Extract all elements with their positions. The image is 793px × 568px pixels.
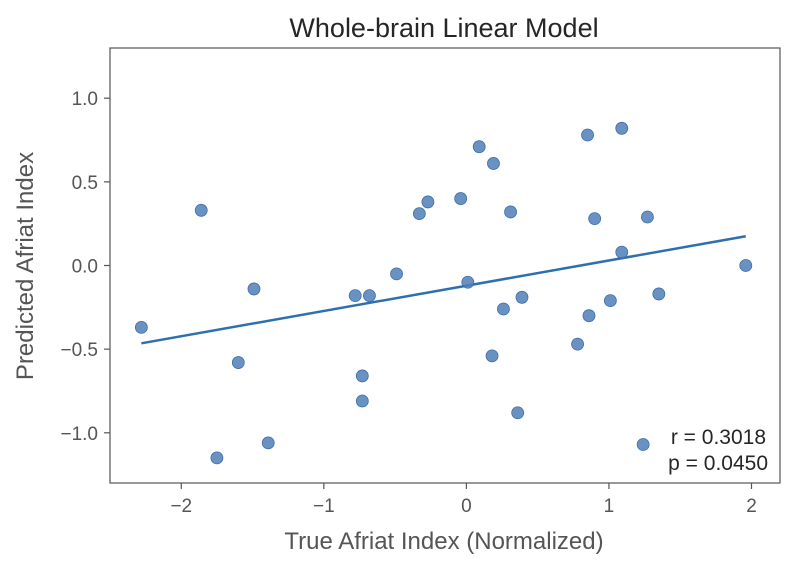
data-point	[412, 207, 426, 221]
data-point	[390, 267, 403, 281]
data-point	[636, 438, 650, 451]
x-tick-label: 0	[461, 496, 472, 517]
data-point	[454, 192, 468, 205]
data-point	[511, 406, 525, 420]
y-axis: −1.0 −0.5 0.0 0.5 1.0	[60, 89, 110, 445]
data-point	[497, 302, 510, 316]
regression-line	[141, 234, 747, 345]
data-point	[588, 212, 602, 226]
x-axis: −2 −1 0 1 2	[170, 483, 757, 517]
data-point	[472, 140, 486, 154]
data-point	[421, 195, 435, 209]
data-point	[641, 210, 654, 224]
data-point	[355, 369, 369, 383]
data-point	[355, 394, 369, 408]
data-point	[231, 356, 245, 369]
p-value-annotation: p = 0.0450	[668, 452, 768, 475]
y-tick-label: 0.0	[72, 257, 98, 278]
data-point	[134, 321, 148, 334]
data-point	[504, 205, 517, 219]
data-point	[615, 121, 629, 135]
data-point	[348, 289, 362, 303]
data-point	[571, 337, 584, 351]
chart-title: Whole-brain Linear Model	[289, 13, 598, 43]
data-point	[603, 294, 617, 308]
y-tick-label: −1.0	[60, 424, 98, 445]
plot-frame	[109, 47, 781, 484]
x-axis-label: True Afriat Index (Normalized)	[284, 528, 603, 555]
data-point	[652, 287, 666, 301]
y-tick-label: 1.0	[72, 89, 98, 110]
data-point	[461, 275, 475, 289]
x-tick-label: −1	[313, 496, 335, 517]
y-tick-label: −0.5	[60, 340, 98, 361]
data-points	[134, 121, 753, 465]
y-tick-label: 0.5	[72, 173, 98, 194]
data-point	[487, 157, 500, 170]
data-point	[194, 203, 208, 217]
x-tick-label: 1	[604, 496, 615, 517]
data-point	[485, 349, 499, 363]
data-point	[739, 259, 753, 272]
data-point	[615, 245, 629, 259]
x-tick-label: −2	[170, 496, 192, 517]
data-point	[261, 436, 275, 450]
y-axis-label: Predicted Afriat Index	[12, 152, 39, 380]
data-point	[515, 290, 529, 304]
data-point	[210, 451, 224, 465]
data-point	[247, 282, 261, 296]
data-point	[581, 128, 594, 142]
x-tick-label: 2	[746, 496, 757, 517]
data-point	[582, 309, 596, 323]
r-value-annotation: r = 0.3018	[671, 426, 766, 449]
data-point	[363, 289, 376, 303]
